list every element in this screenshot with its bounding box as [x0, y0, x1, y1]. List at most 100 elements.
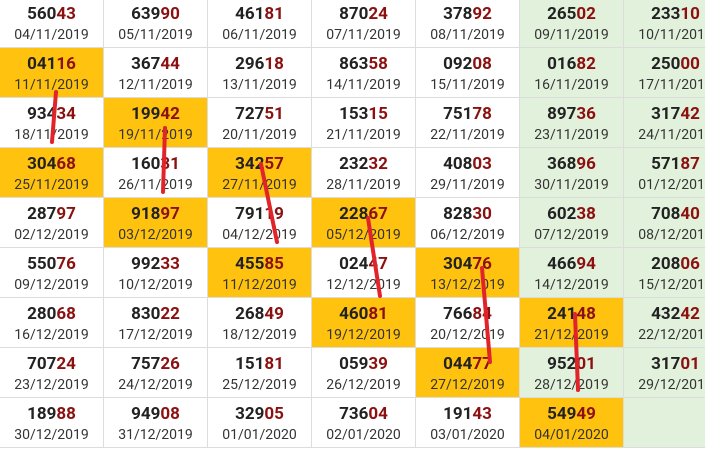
- result-date: 07/12/2019: [534, 227, 609, 243]
- number-tail: 22: [160, 304, 180, 324]
- result-number: 16031: [104, 148, 207, 173]
- result-number: 29618: [208, 48, 311, 73]
- number-tail: 16: [56, 54, 76, 74]
- number-tail: 19: [264, 204, 284, 224]
- number-tail: 68: [56, 304, 76, 324]
- result-cell: 15315 21/11/2019: [312, 98, 416, 148]
- number-lead: 059: [339, 354, 369, 374]
- result-date: 01/01/2020: [222, 427, 297, 443]
- number-lead: 560: [27, 4, 57, 24]
- number-lead: 751: [443, 104, 473, 124]
- result-date: 18/12/2019: [222, 327, 297, 343]
- number-tail: 43: [472, 404, 492, 424]
- number-tail: 81: [264, 354, 284, 374]
- result-number: 02447: [312, 248, 415, 273]
- result-number: 83022: [104, 298, 207, 323]
- result-number: 15315: [312, 98, 415, 123]
- number-tail: 84: [472, 304, 492, 324]
- result-number: 89736: [520, 98, 623, 123]
- result-cell: 23310 10/11/2019: [624, 0, 705, 48]
- result-cell: 75178 22/11/2019: [416, 98, 520, 148]
- result-cell: 73604 02/01/2020: [312, 398, 416, 448]
- table-row: 70724 23/12/2019 75726 24/12/2019 15181 25/12…: [0, 348, 705, 398]
- number-tail: 49: [576, 404, 596, 424]
- result-number: 25000: [624, 48, 705, 73]
- result-date: 24/12/2019: [118, 377, 193, 393]
- result-cell: 25000 17/11/2019: [624, 48, 705, 98]
- number-tail: 94: [576, 254, 596, 274]
- result-cell: 05939 26/12/2019: [312, 348, 416, 398]
- result-number: 01682: [520, 48, 623, 73]
- result-number: 31701: [624, 348, 705, 373]
- number-tail: 30: [472, 204, 492, 224]
- number-lead: 432: [651, 304, 681, 324]
- number-tail: 32: [368, 154, 388, 174]
- result-cell: 83022 17/12/2019: [104, 298, 208, 348]
- result-cell: 19942 19/11/2019: [104, 98, 208, 148]
- number-tail: 18: [264, 54, 284, 74]
- result-number: 18988: [0, 398, 103, 423]
- number-lead: 549: [547, 404, 577, 424]
- result-cell: 70724 23/12/2019: [0, 348, 104, 398]
- number-lead: 024: [339, 254, 369, 274]
- number-tail: 97: [160, 204, 180, 224]
- result-cell: 93434 18/11/2019: [0, 98, 104, 148]
- result-cell: 55076 09/12/2019: [0, 248, 104, 298]
- result-cell: 04477 27/12/2019: [416, 348, 520, 398]
- result-cell: 46694 14/12/2019: [520, 248, 624, 298]
- number-tail: 68: [56, 154, 76, 174]
- number-lead: 766: [443, 304, 473, 324]
- number-lead: 232: [339, 154, 369, 174]
- number-lead: 368: [547, 154, 577, 174]
- number-tail: 77: [472, 354, 492, 374]
- number-tail: 24: [56, 354, 76, 374]
- result-date: 06/12/2019: [430, 227, 505, 243]
- number-lead: 918: [131, 204, 161, 224]
- result-cell: 91897 03/12/2019: [104, 198, 208, 248]
- result-cell: 63990 05/11/2019: [104, 0, 208, 48]
- number-lead: 949: [131, 404, 161, 424]
- result-date: 07/11/2019: [326, 27, 401, 43]
- table-row: 18988 30/12/2019 94908 31/12/2019 32905 01/01…: [0, 398, 705, 448]
- number-lead: 296: [235, 54, 265, 74]
- number-lead: 550: [27, 254, 57, 274]
- result-number: 09208: [416, 48, 519, 73]
- number-lead: 044: [443, 354, 473, 374]
- result-cell: 36896 30/11/2019: [520, 148, 624, 198]
- result-number: 60238: [520, 198, 623, 223]
- number-lead: 571: [651, 154, 681, 174]
- result-number: 28797: [0, 198, 103, 223]
- result-date: 19/12/2019: [326, 327, 401, 343]
- result-number: 46081: [312, 298, 415, 323]
- table-row: 28797 02/12/2019 91897 03/12/2019 79119 04/12…: [0, 198, 705, 248]
- number-lead: 736: [339, 404, 369, 424]
- result-date: 26/12/2019: [326, 377, 401, 393]
- number-lead: 016: [547, 54, 577, 74]
- table-row: 55076 09/12/2019 99233 10/12/2019 45585 11/12…: [0, 248, 705, 298]
- number-tail: 81: [264, 4, 284, 24]
- result-date: 05/12/2019: [326, 227, 401, 243]
- number-tail: 08: [472, 54, 492, 74]
- number-tail: 92: [472, 4, 492, 24]
- number-lead: 265: [547, 4, 577, 24]
- number-lead: 455: [235, 254, 265, 274]
- result-number: 36744: [104, 48, 207, 73]
- number-lead: 151: [235, 354, 265, 374]
- result-number: 24148: [520, 298, 623, 323]
- number-tail: 10: [680, 4, 700, 24]
- result-cell: 26502 09/11/2019: [520, 0, 624, 48]
- number-tail: 78: [472, 104, 492, 124]
- number-tail: 05: [264, 404, 284, 424]
- result-number: 26849: [208, 298, 311, 323]
- number-lead: 041: [27, 54, 57, 74]
- result-cell: 56043 04/11/2019: [0, 0, 104, 48]
- number-tail: 90: [160, 4, 180, 24]
- table-row: 93434 18/11/2019 19942 19/11/2019 72751 20/11…: [0, 98, 705, 148]
- number-lead: 727: [235, 104, 265, 124]
- result-number: 30476: [416, 248, 519, 273]
- result-cell: 22867 05/12/2019: [312, 198, 416, 248]
- number-lead: 317: [651, 104, 681, 124]
- result-cell: 60238 07/12/2019: [520, 198, 624, 248]
- result-cell: 16031 26/11/2019: [104, 148, 208, 198]
